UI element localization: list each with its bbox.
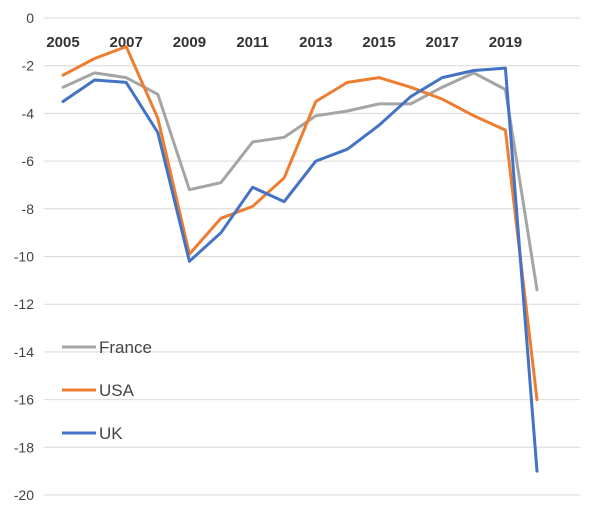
- y-axis-ticks: 0 -2 -4 -6 -8 -10 -12 -14 -16 -18 -20: [14, 10, 34, 503]
- series-lines: [61, 45, 539, 473]
- y-tick-label: -10: [14, 249, 34, 265]
- y-tick-label: -6: [22, 153, 35, 169]
- y-tick-label: -8: [22, 201, 35, 217]
- series-line-usa: [61, 45, 539, 402]
- y-tick-label: -18: [14, 439, 34, 455]
- legend: France USA UK: [62, 338, 152, 443]
- series-line-uk: [61, 66, 539, 473]
- y-tick-label: -2: [22, 58, 35, 74]
- y-tick-label: -4: [22, 105, 35, 121]
- x-tick-label: 2015: [362, 34, 395, 51]
- y-tick-label: -12: [14, 296, 34, 312]
- legend-label-france: France: [99, 338, 152, 357]
- gridlines: [44, 17, 580, 496]
- y-tick-label: 0: [26, 10, 34, 26]
- y-tick-label: -16: [14, 392, 34, 408]
- legend-label-uk: UK: [99, 424, 123, 443]
- x-tick-label: 2005: [46, 34, 79, 51]
- x-tick-label: 2019: [489, 34, 522, 51]
- legend-label-usa: USA: [99, 381, 135, 400]
- x-tick-label: 2011: [236, 34, 269, 51]
- x-tick-label: 2009: [173, 34, 206, 51]
- y-tick-label: -14: [14, 344, 34, 360]
- x-tick-label: 2017: [426, 34, 459, 51]
- y-tick-label: -20: [14, 487, 34, 503]
- x-axis-ticks: 2005 2007 2009 2011 2013 2015 2017 2019: [46, 34, 522, 51]
- x-tick-label: 2007: [110, 34, 143, 51]
- x-tick-label: 2013: [299, 34, 332, 51]
